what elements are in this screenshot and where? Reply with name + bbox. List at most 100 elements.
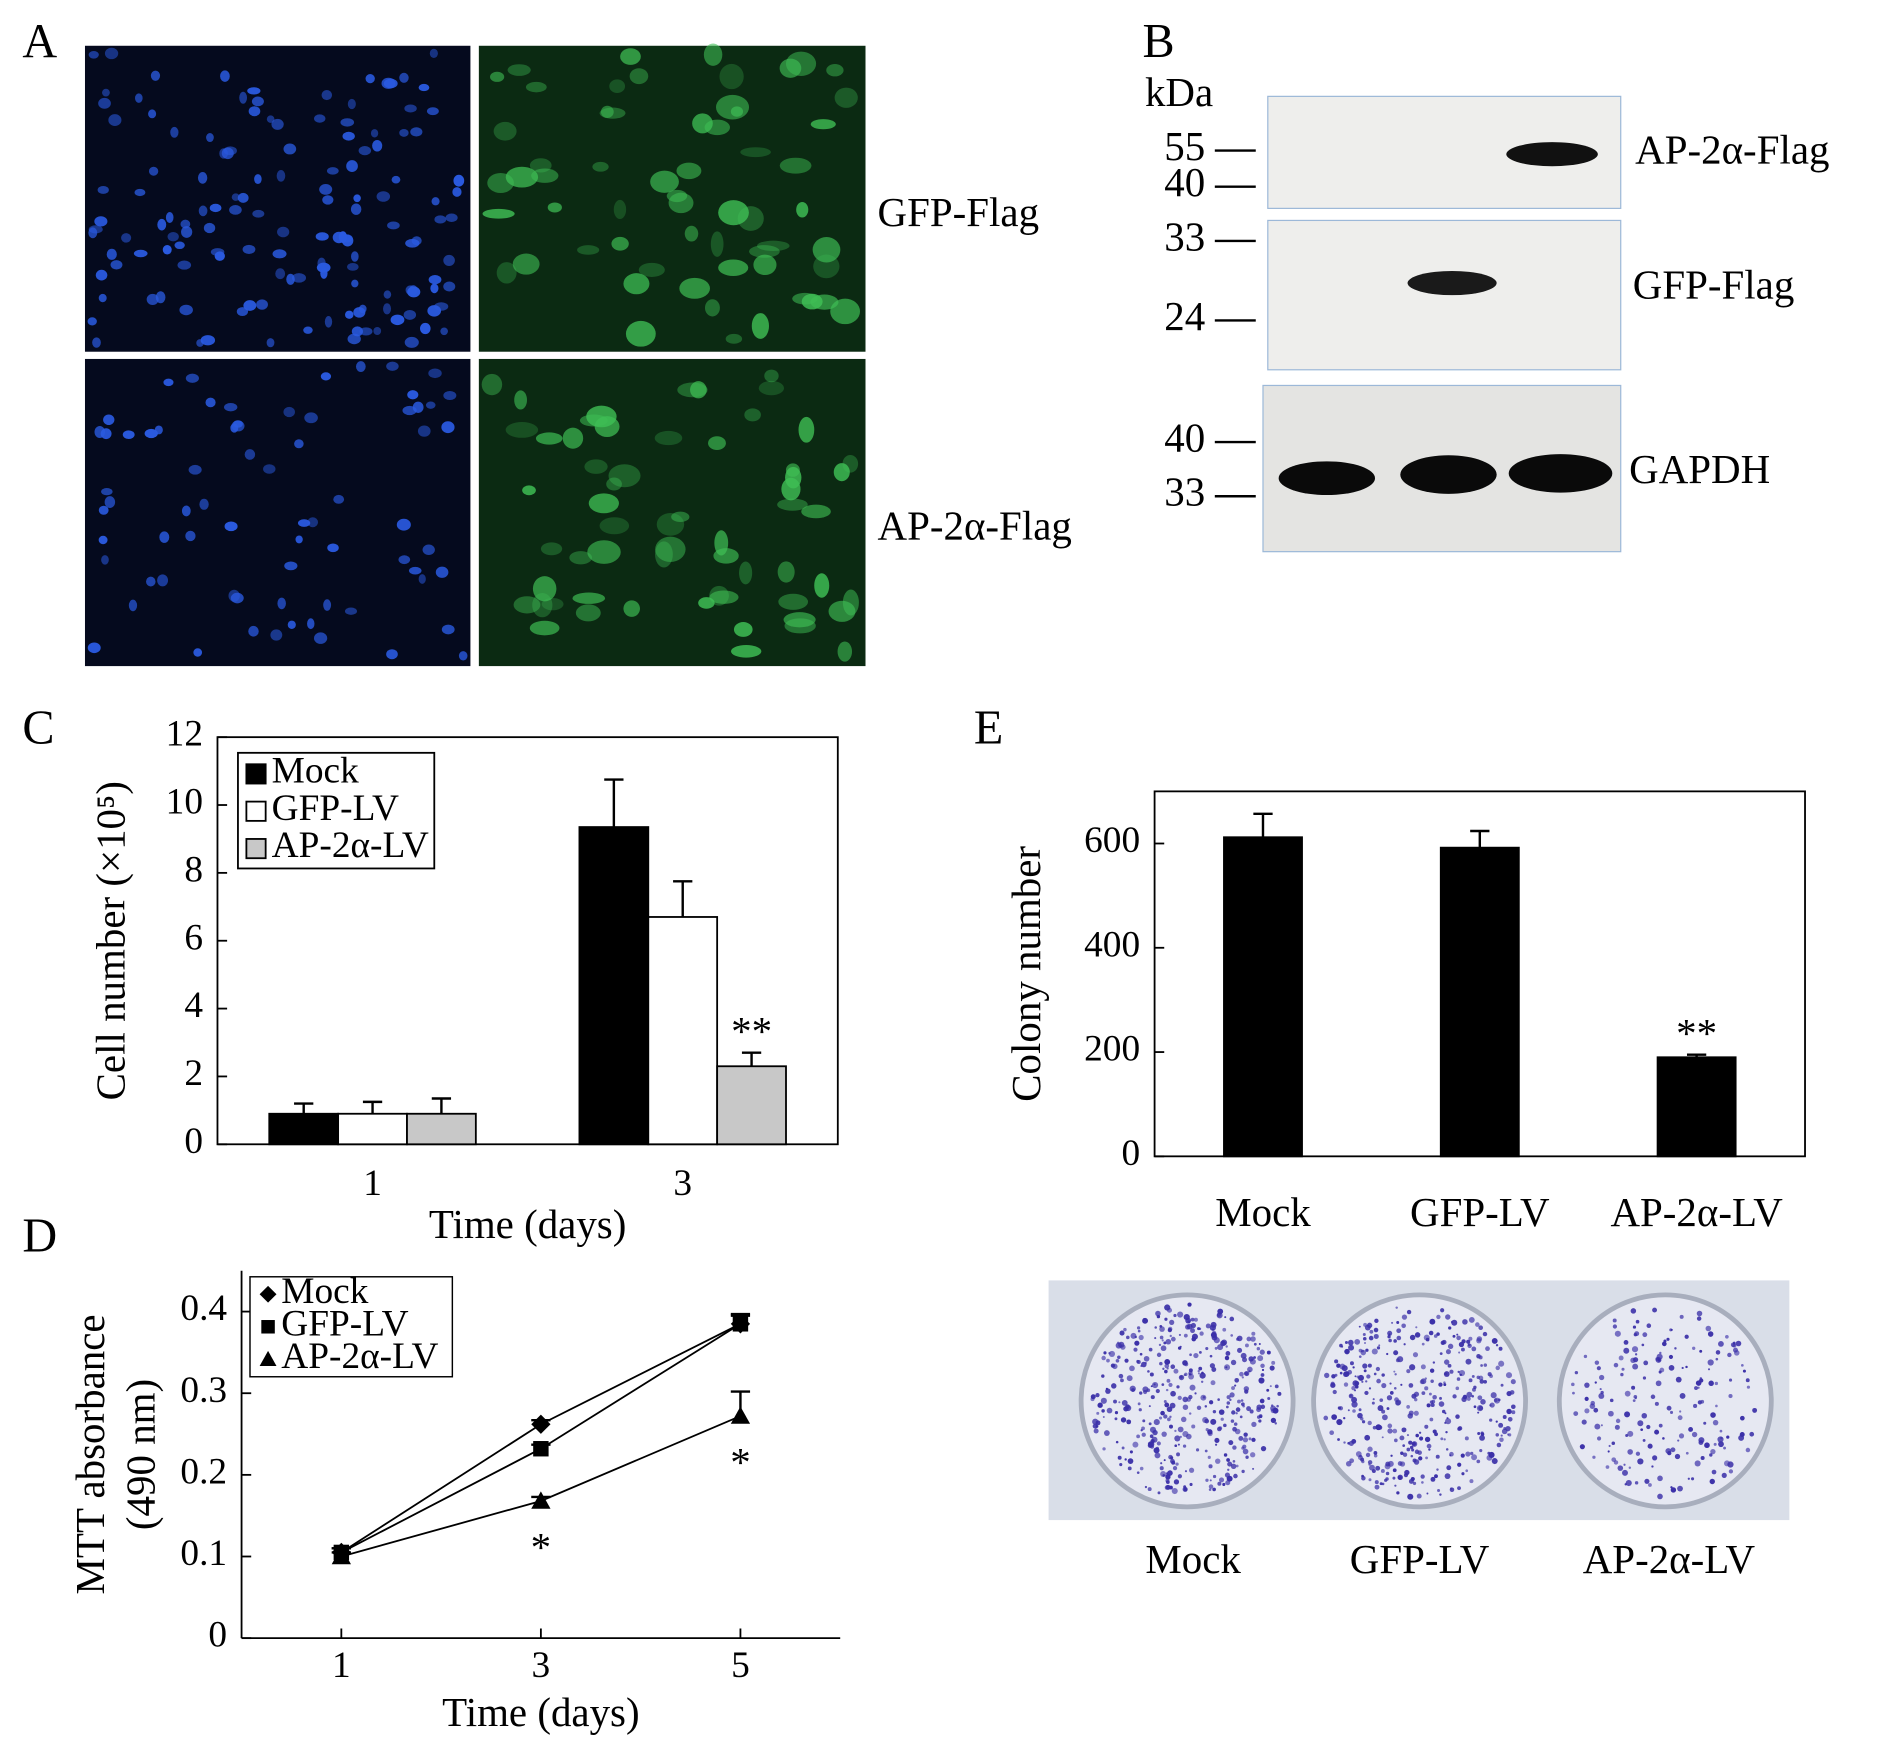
colony xyxy=(1741,1363,1744,1367)
nucleus xyxy=(122,430,135,439)
colony xyxy=(1385,1471,1390,1476)
colony xyxy=(1234,1428,1241,1435)
colony xyxy=(1412,1481,1417,1486)
colony xyxy=(1679,1410,1682,1413)
nucleus xyxy=(347,98,356,110)
colony xyxy=(1344,1340,1348,1344)
colony xyxy=(1359,1454,1362,1458)
colony xyxy=(1457,1370,1460,1374)
nucleus xyxy=(230,592,244,604)
nucleus xyxy=(154,425,163,435)
colony xyxy=(1468,1317,1475,1323)
colony xyxy=(1424,1377,1427,1380)
colony xyxy=(1628,1466,1632,1469)
colony xyxy=(1153,1447,1160,1454)
nucleus xyxy=(148,109,157,119)
colony xyxy=(1480,1431,1484,1435)
colony xyxy=(1401,1427,1407,1433)
nucleus xyxy=(403,309,417,320)
nucleus xyxy=(157,218,167,231)
colony xyxy=(1613,1460,1619,1465)
nucleus xyxy=(254,174,262,185)
colony xyxy=(1194,1392,1197,1395)
colony xyxy=(1118,1401,1121,1404)
nucleus xyxy=(307,517,319,528)
colony xyxy=(1191,1336,1197,1342)
nucleus xyxy=(317,257,326,270)
colony xyxy=(1709,1478,1715,1485)
marker-square xyxy=(732,1316,749,1332)
colony xyxy=(1164,1317,1168,1321)
colony xyxy=(1723,1446,1726,1450)
nucleus xyxy=(430,283,439,294)
colony xyxy=(1169,1424,1173,1429)
colony xyxy=(1373,1327,1379,1333)
nucleus xyxy=(344,607,358,615)
colony xyxy=(1217,1398,1220,1401)
colony xyxy=(1679,1392,1686,1399)
colony xyxy=(1175,1462,1179,1466)
colony xyxy=(1688,1427,1694,1432)
colony xyxy=(1707,1331,1714,1337)
colony xyxy=(1714,1381,1718,1386)
nucleus xyxy=(315,232,329,241)
colony xyxy=(1406,1447,1411,1452)
colony xyxy=(1230,1334,1234,1337)
colony xyxy=(1477,1411,1480,1414)
y-tick-label: 400 xyxy=(1084,924,1140,965)
colony xyxy=(1227,1461,1233,1467)
colony xyxy=(1179,1375,1183,1379)
nucleus xyxy=(443,390,457,401)
nucleus xyxy=(108,114,122,127)
colony xyxy=(1511,1410,1516,1415)
colony xyxy=(1658,1370,1662,1374)
colony xyxy=(1711,1469,1717,1475)
colony xyxy=(1641,1413,1648,1419)
colony xyxy=(1148,1441,1155,1448)
colony xyxy=(1419,1436,1424,1441)
colony xyxy=(1465,1358,1472,1365)
colony xyxy=(1423,1334,1430,1341)
colony xyxy=(1461,1472,1465,1476)
bar xyxy=(647,916,719,1146)
nucleus xyxy=(231,420,245,432)
colony xyxy=(1430,1379,1434,1384)
colony xyxy=(1225,1351,1231,1356)
nucleus xyxy=(383,78,398,89)
nucleus xyxy=(188,464,202,475)
x-tick-label: 1 xyxy=(363,1163,382,1204)
colony xyxy=(1351,1401,1358,1408)
colony xyxy=(1258,1419,1262,1423)
colony xyxy=(1495,1420,1498,1423)
colony xyxy=(1406,1309,1412,1315)
colony xyxy=(1497,1398,1501,1402)
blot xyxy=(1267,219,1622,371)
cell xyxy=(783,612,816,628)
colony xyxy=(1343,1441,1346,1444)
nucleus xyxy=(303,326,313,334)
nucleus xyxy=(97,185,109,194)
cell xyxy=(730,106,744,117)
cell xyxy=(810,294,839,310)
colony xyxy=(1198,1366,1203,1371)
nucleus xyxy=(434,302,449,311)
colony xyxy=(1407,1493,1414,1500)
colony xyxy=(1111,1383,1117,1389)
nucleus xyxy=(390,314,405,326)
colony xyxy=(1381,1373,1385,1377)
colony xyxy=(1160,1471,1167,1478)
cell xyxy=(758,380,785,396)
colony xyxy=(1695,1380,1702,1386)
nucleus xyxy=(358,146,372,156)
cell xyxy=(730,644,762,658)
cell xyxy=(586,405,617,428)
colony xyxy=(1157,1491,1161,1495)
nucleus xyxy=(286,273,295,285)
cell xyxy=(778,593,809,610)
cell xyxy=(569,551,593,565)
cell xyxy=(608,464,641,488)
cell xyxy=(588,493,619,514)
cell xyxy=(777,561,795,583)
colony xyxy=(1478,1325,1484,1331)
nucleus xyxy=(181,505,191,517)
